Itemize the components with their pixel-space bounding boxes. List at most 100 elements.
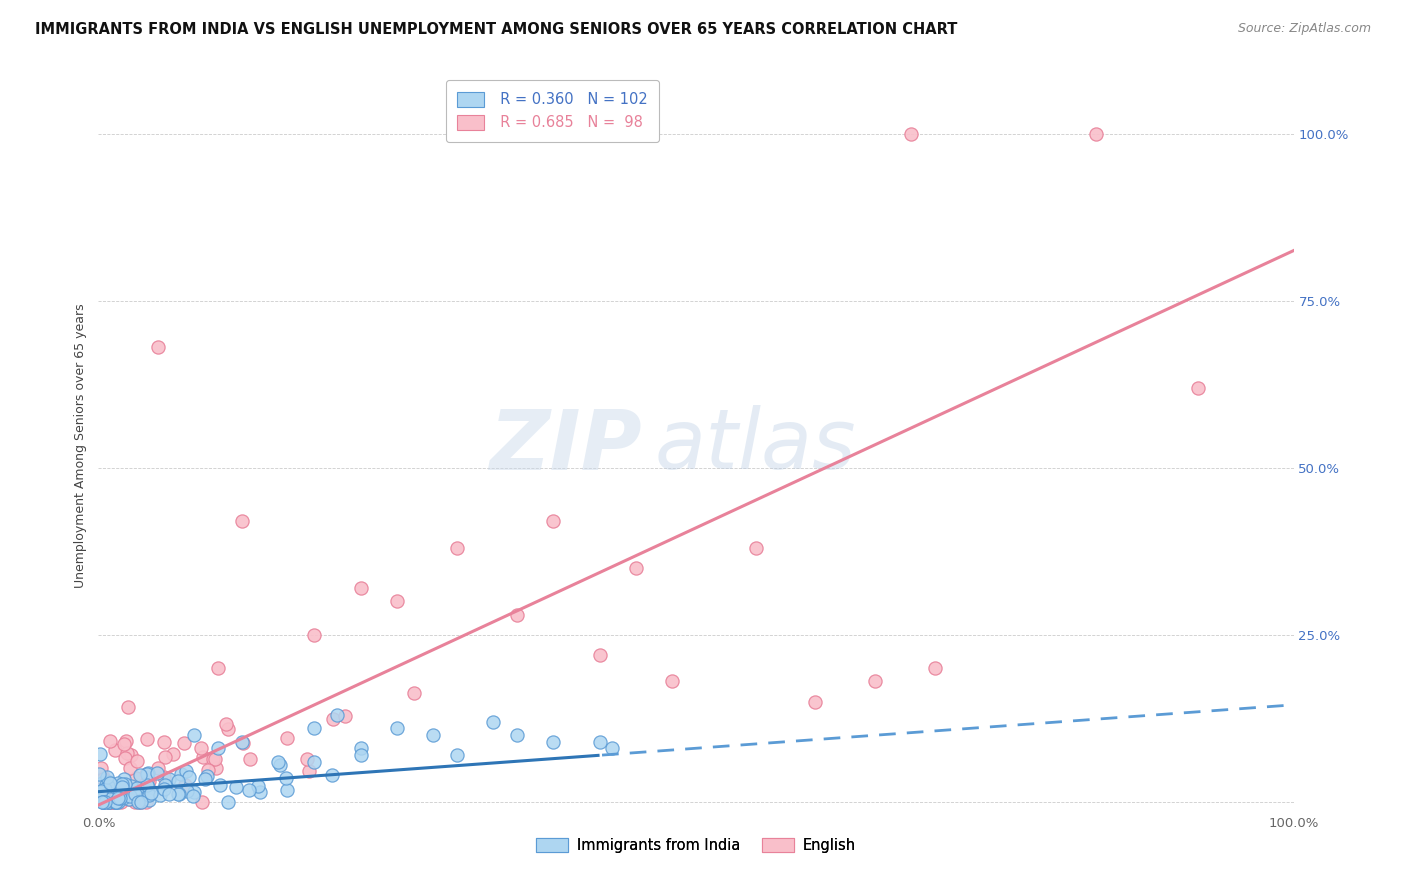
Point: [149, 788, 172, 802]
Point: [94, 774, 117, 789]
Point: [111, 777, 134, 791]
Point: [404, 686, 426, 700]
Point: [91, 790, 114, 805]
Point: [267, 755, 290, 769]
Point: [153, 779, 176, 793]
Point: [101, 795, 124, 809]
Point: [93, 789, 115, 804]
Point: [98, 795, 121, 809]
Point: [276, 783, 298, 797]
Point: [111, 791, 134, 805]
Point: [89, 785, 111, 799]
Point: [135, 767, 157, 781]
Point: [232, 735, 254, 749]
Point: [93, 795, 115, 809]
Point: [98, 776, 121, 790]
Point: [1187, 380, 1209, 394]
Point: [333, 709, 356, 723]
Point: [193, 750, 215, 764]
Point: [97, 795, 120, 809]
Point: [541, 734, 564, 748]
Point: [114, 776, 136, 790]
Point: [350, 581, 373, 595]
Point: [446, 747, 468, 762]
Point: [110, 795, 132, 809]
Point: [589, 734, 612, 748]
Point: [626, 561, 648, 575]
Point: [231, 514, 253, 528]
Point: [138, 773, 160, 788]
Point: [326, 707, 349, 722]
Point: [173, 735, 195, 749]
Point: [247, 779, 270, 793]
Point: [100, 788, 122, 802]
Point: [176, 784, 198, 798]
Point: [100, 784, 122, 798]
Point: [94, 782, 117, 797]
Point: [298, 764, 321, 778]
Text: atlas: atlas: [654, 406, 856, 486]
Point: [153, 782, 176, 797]
Point: [100, 795, 122, 809]
Point: [136, 778, 159, 792]
Point: [225, 780, 247, 794]
Point: [90, 786, 112, 800]
Point: [302, 721, 325, 735]
Point: [170, 767, 193, 781]
Point: [104, 795, 127, 809]
Point: [217, 723, 239, 737]
Point: [506, 728, 529, 742]
Point: [162, 747, 184, 761]
Point: [446, 541, 468, 555]
Point: [190, 740, 212, 755]
Point: [202, 752, 225, 766]
Point: [93, 771, 115, 785]
Point: [111, 780, 134, 794]
Point: [96, 788, 118, 802]
Point: [146, 761, 169, 775]
Point: [134, 780, 156, 794]
Point: [302, 755, 325, 769]
Point: [183, 728, 205, 742]
Point: [207, 661, 229, 675]
Point: [94, 795, 117, 809]
Point: [385, 594, 409, 608]
Point: [112, 772, 135, 786]
Point: [295, 751, 318, 765]
Point: [98, 733, 121, 747]
Point: [91, 795, 114, 809]
Point: [804, 694, 827, 708]
Point: [157, 772, 180, 786]
Point: [661, 674, 683, 689]
Point: [602, 741, 624, 756]
Point: [136, 771, 159, 785]
Point: [194, 772, 217, 786]
Point: [157, 787, 180, 801]
Point: [322, 712, 344, 726]
Point: [105, 795, 128, 809]
Point: [117, 747, 139, 761]
Point: [91, 795, 114, 809]
Point: [124, 787, 146, 801]
Point: [195, 769, 218, 783]
Point: [98, 774, 121, 789]
Point: [104, 743, 127, 757]
Text: Source: ZipAtlas.com: Source: ZipAtlas.com: [1237, 22, 1371, 36]
Point: [127, 780, 149, 795]
Point: [153, 749, 176, 764]
Point: [96, 771, 118, 785]
Point: [197, 763, 219, 777]
Point: [93, 780, 115, 795]
Point: [107, 790, 129, 805]
Point: [166, 773, 188, 788]
Point: [103, 795, 125, 809]
Point: [321, 767, 343, 781]
Point: [174, 764, 197, 778]
Point: [90, 783, 112, 797]
Point: [139, 786, 162, 800]
Point: [385, 721, 409, 735]
Point: [1085, 127, 1108, 141]
Point: [136, 732, 159, 747]
Point: [745, 541, 768, 555]
Point: [276, 731, 298, 745]
